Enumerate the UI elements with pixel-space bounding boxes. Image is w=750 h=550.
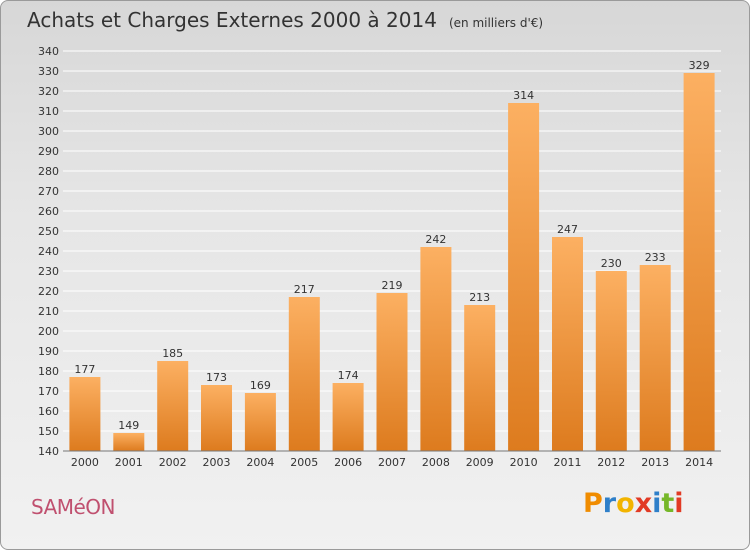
y-tick-label: 290 <box>38 145 59 158</box>
y-tick-label: 140 <box>38 445 59 458</box>
data-label-2012: 230 <box>601 257 622 270</box>
bar-2002 <box>157 361 189 451</box>
brand-letter: i <box>652 488 662 519</box>
x-tick-label: 2003 <box>203 456 231 469</box>
data-label-2002: 185 <box>162 347 183 360</box>
y-tick-label: 160 <box>38 405 59 418</box>
data-label-2004: 169 <box>250 379 271 392</box>
y-tick-label: 180 <box>38 365 59 378</box>
data-label-2006: 174 <box>338 369 359 382</box>
bar-2010 <box>508 103 540 451</box>
bar-2008 <box>420 247 452 451</box>
y-tick-label: 170 <box>38 385 59 398</box>
y-tick-label: 220 <box>38 285 59 298</box>
commune-name: SAMéON <box>31 495 116 519</box>
x-tick-label: 2010 <box>510 456 538 469</box>
brand-letter: t <box>661 488 675 519</box>
bar-2014 <box>683 73 715 451</box>
chart-title-text: Achats et Charges Externes 2000 à 2014 <box>27 8 437 32</box>
bar-2004 <box>244 393 276 451</box>
x-tick-label: 2005 <box>290 456 318 469</box>
data-label-2001: 149 <box>118 419 139 432</box>
y-tick-label: 260 <box>38 205 59 218</box>
bar-2013 <box>639 265 671 451</box>
x-tick-label: 2001 <box>115 456 143 469</box>
y-tick-label: 190 <box>38 345 59 358</box>
x-tick-label: 2000 <box>71 456 99 469</box>
data-label-2005: 217 <box>294 283 315 296</box>
bar-2011 <box>552 237 583 451</box>
y-tick-label: 330 <box>38 65 59 78</box>
x-tick-label: 2008 <box>422 456 450 469</box>
bar-2003 <box>201 385 232 451</box>
data-label-2003: 173 <box>206 371 227 384</box>
y-tick-label: 320 <box>38 85 59 98</box>
x-tick-label: 2012 <box>597 456 625 469</box>
x-tick-label: 2013 <box>641 456 669 469</box>
x-tick-label: 2004 <box>246 456 274 469</box>
data-labels: 177 149 185 173 169 217 174 219 242 213 314 247 230 2… <box>74 59 709 432</box>
data-label-2014: 329 <box>689 59 710 72</box>
data-label-2013: 233 <box>645 251 666 264</box>
data-label-2008: 242 <box>425 233 446 246</box>
y-tick-label: 300 <box>38 125 59 138</box>
x-axis-ticks: 2000 2001 2002 2003 2004 2005 2006 2007 2008 2009… <box>71 456 713 469</box>
bar-2000 <box>69 377 101 451</box>
bar-2007 <box>376 293 408 451</box>
bar-2006 <box>332 383 364 451</box>
y-tick-label: 150 <box>38 425 59 438</box>
bar-2009 <box>464 305 496 451</box>
y-tick-label: 310 <box>38 105 59 118</box>
proxiti-logo: Proxiti <box>583 488 684 519</box>
y-tick-label: 200 <box>38 325 59 338</box>
bar-2005 <box>288 297 320 451</box>
data-label-2007: 219 <box>382 279 403 292</box>
bar-2012 <box>595 271 627 451</box>
y-axis-ticks: 140 150 160 170 180 190 200 210 220 230 240 250 260 2… <box>38 45 59 458</box>
y-tick-label: 270 <box>38 185 59 198</box>
bar-2001 <box>113 433 145 451</box>
brand-letter: x <box>634 488 653 519</box>
brand-letter: o <box>616 488 635 519</box>
brand-letter: r <box>602 488 617 519</box>
y-tick-label: 340 <box>38 45 59 58</box>
y-tick-label: 230 <box>38 265 59 278</box>
data-label-2010: 314 <box>513 89 534 102</box>
x-tick-label: 2002 <box>159 456 187 469</box>
y-tick-label: 280 <box>38 165 59 178</box>
data-label-2000: 177 <box>74 363 95 376</box>
chart-subtitle: (en milliers d'€) <box>448 16 544 30</box>
data-label-2009: 213 <box>469 291 490 304</box>
x-tick-label: 2009 <box>466 456 494 469</box>
x-tick-label: 2011 <box>554 456 582 469</box>
chart-title: Achats et Charges Externes 2000 à 2014 (e… <box>27 8 543 32</box>
bars <box>69 73 715 451</box>
y-tick-label: 250 <box>38 225 59 238</box>
brand-letter: P <box>583 488 603 519</box>
x-tick-label: 2007 <box>378 456 406 469</box>
x-tick-label: 2006 <box>334 456 362 469</box>
brand-letter: i <box>674 488 684 519</box>
y-tick-label: 210 <box>38 305 59 318</box>
y-tick-label: 240 <box>38 245 59 258</box>
data-label-2011: 247 <box>557 223 578 236</box>
x-tick-label: 2014 <box>685 456 713 469</box>
